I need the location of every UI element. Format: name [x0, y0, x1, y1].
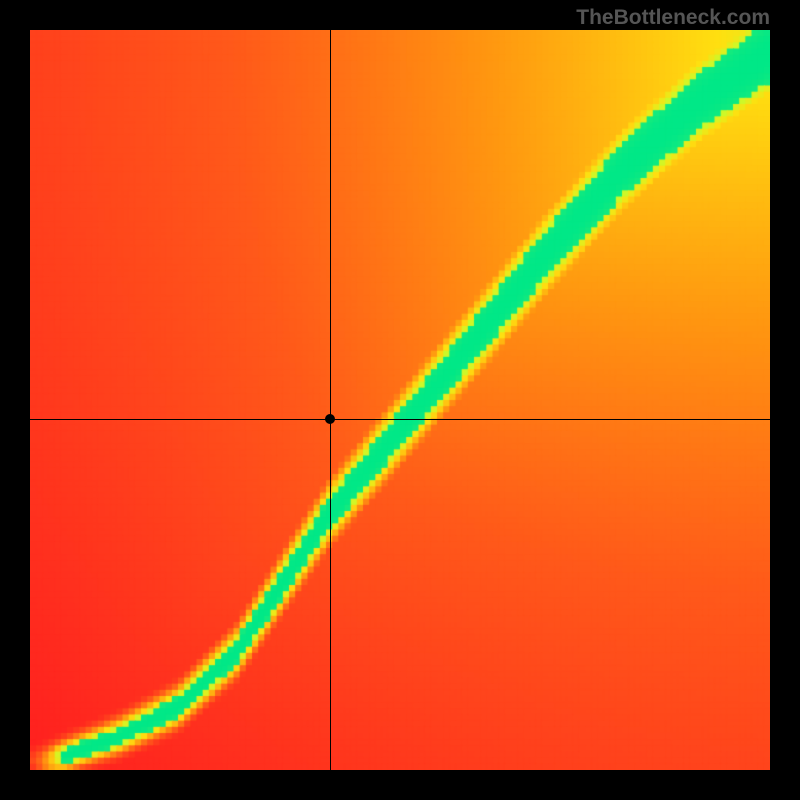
watermark-text: TheBottleneck.com [576, 6, 770, 30]
crosshair-marker [325, 414, 335, 424]
heatmap-canvas [30, 30, 770, 770]
crosshair-horizontal [30, 419, 770, 420]
heatmap-plot-area [30, 30, 770, 770]
crosshair-vertical [330, 30, 331, 770]
